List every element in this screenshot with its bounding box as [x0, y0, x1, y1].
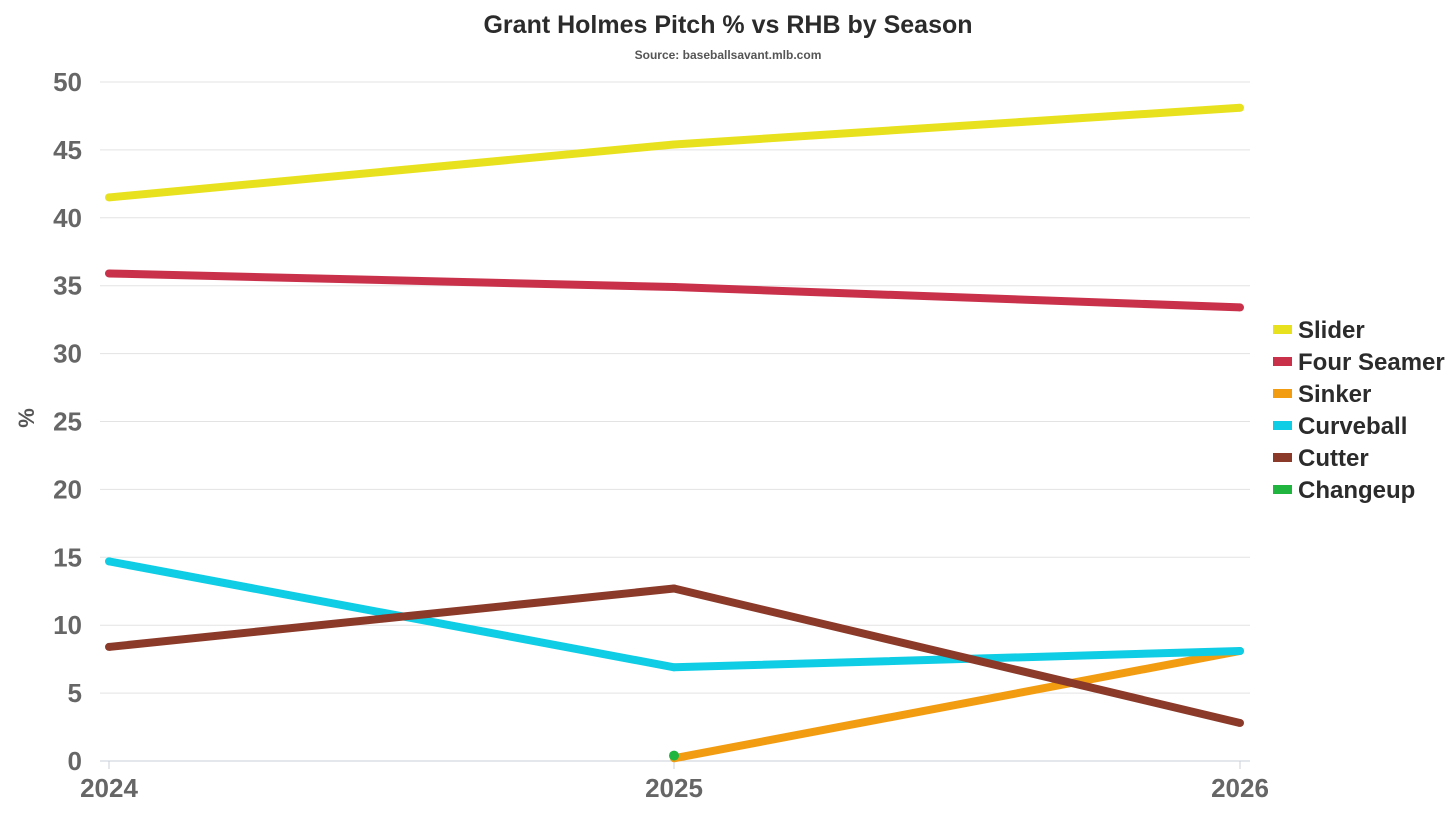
x-tick-label: 2026 [1211, 773, 1269, 803]
series-lines [105, 103, 1244, 763]
y-tick-label: 0 [68, 746, 82, 776]
data-point-slider [1236, 103, 1244, 112]
y-tick-label: 30 [53, 339, 82, 369]
y-tick-label: 50 [53, 67, 82, 97]
y-tick-label: 35 [53, 271, 82, 301]
y-axis-ticks: 0 5 10 15 20 25 30 35 40 45 50 [53, 67, 82, 776]
legend-label-curveball: Curveball [1298, 413, 1407, 440]
y-tick-label: 45 [53, 135, 82, 165]
y-tick-label: 25 [53, 407, 82, 437]
data-point-four-seamer [670, 283, 678, 292]
data-point-cutter [1236, 718, 1244, 727]
legend-label-four-seamer: Four Seamer [1298, 349, 1445, 376]
legend: Slider Four Seamer Sinker Curveball Cutter Ch… [1273, 317, 1445, 504]
legend-label-sinker: Sinker [1298, 381, 1371, 408]
data-point-cutter [670, 584, 678, 593]
x-axis-ticks: 2024 2025 2026 [80, 761, 1269, 803]
legend-label-changeup: Changeup [1298, 477, 1415, 504]
series-line-slider [108, 103, 1241, 202]
data-point-slider [105, 193, 113, 202]
data-point-cutter [105, 642, 113, 651]
data-point-four-seamer [105, 269, 113, 278]
y-tick-label: 5 [68, 678, 82, 708]
legend-swatch-sinker [1273, 389, 1292, 398]
chart-title: Grant Holmes Pitch % vs RHB by Season [483, 11, 972, 39]
data-point-slider [670, 140, 678, 149]
data-point-curveball [105, 557, 113, 566]
x-tick-label: 2025 [645, 773, 703, 803]
x-tick-label: 2024 [80, 773, 138, 803]
legend-label-cutter: Cutter [1298, 445, 1369, 472]
chart-subtitle: Source: baseballsavant.mlb.com [635, 48, 822, 62]
legend-swatch-curveball [1273, 421, 1292, 430]
series-line-sinker [673, 647, 1241, 763]
legend-swatch-slider [1273, 325, 1292, 334]
legend-swatch-cutter [1273, 453, 1292, 462]
data-point-changeup [669, 750, 679, 761]
data-point-curveball [1236, 647, 1244, 656]
y-tick-label: 15 [53, 542, 82, 572]
legend-label-slider: Slider [1298, 317, 1365, 344]
data-point-four-seamer [1236, 303, 1244, 312]
y-tick-label: 10 [53, 610, 82, 640]
series-line-curveball [108, 557, 1241, 672]
y-tick-label: 20 [53, 474, 82, 504]
legend-swatch-four-seamer [1273, 357, 1292, 366]
y-axis-label: % [14, 408, 39, 428]
y-tick-label: 40 [53, 203, 82, 233]
legend-swatch-changeup [1273, 485, 1292, 494]
data-point-curveball [670, 663, 678, 672]
